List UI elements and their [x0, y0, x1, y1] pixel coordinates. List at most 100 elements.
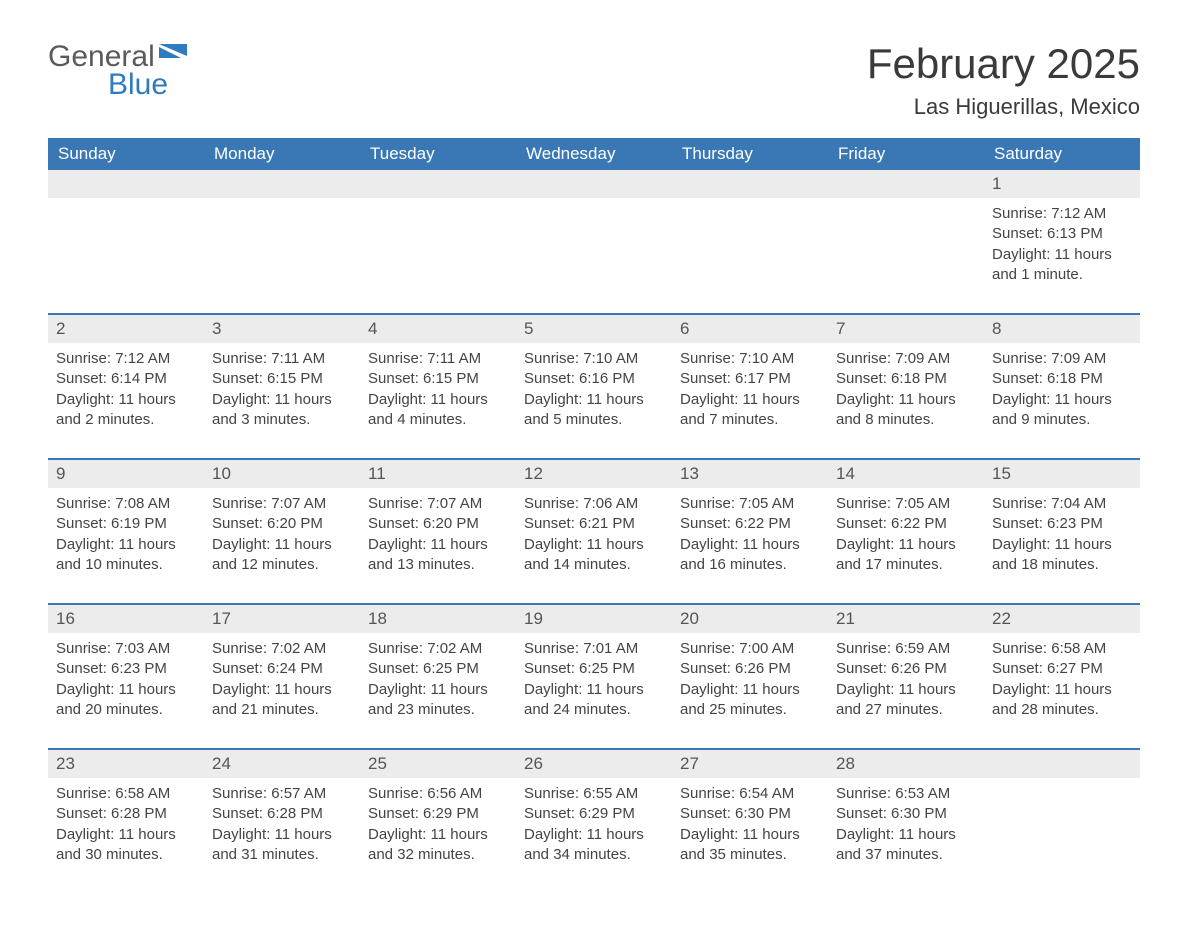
day-number: 2	[48, 314, 204, 343]
dayheader-fri: Friday	[828, 138, 984, 170]
sunset-text: Sunset: 6:18 PM	[836, 369, 976, 389]
daylight-text: Daylight: 11 hours and 13 minutes.	[368, 535, 508, 576]
sunrise-text: Sunrise: 6:54 AM	[680, 784, 820, 804]
dayheader-sun: Sunday	[48, 138, 204, 170]
sunset-text: Sunset: 6:24 PM	[212, 659, 352, 679]
day-number	[672, 170, 828, 198]
sunset-text: Sunset: 6:20 PM	[368, 514, 508, 534]
sunrise-text: Sunrise: 6:58 AM	[56, 784, 196, 804]
sunset-text: Sunset: 6:19 PM	[56, 514, 196, 534]
day-details	[828, 198, 984, 314]
sunset-text: Sunset: 6:13 PM	[992, 224, 1132, 244]
daylight-text: Daylight: 11 hours and 16 minutes.	[680, 535, 820, 576]
sunrise-text: Sunrise: 7:12 AM	[992, 204, 1132, 224]
day-details: Sunrise: 7:07 AMSunset: 6:20 PMDaylight:…	[360, 488, 516, 604]
sunset-text: Sunset: 6:16 PM	[524, 369, 664, 389]
daylight-text: Daylight: 11 hours and 28 minutes.	[992, 680, 1132, 721]
sunset-text: Sunset: 6:28 PM	[212, 804, 352, 824]
day-details: Sunrise: 6:56 AMSunset: 6:29 PMDaylight:…	[360, 778, 516, 893]
daylight-text: Daylight: 11 hours and 3 minutes.	[212, 390, 352, 431]
day-details: Sunrise: 7:00 AMSunset: 6:26 PMDaylight:…	[672, 633, 828, 749]
sunset-text: Sunset: 6:29 PM	[524, 804, 664, 824]
day-number: 26	[516, 749, 672, 778]
daylight-text: Daylight: 11 hours and 5 minutes.	[524, 390, 664, 431]
detail-row: Sunrise: 7:12 AMSunset: 6:13 PMDaylight:…	[48, 198, 1140, 314]
calendar-body: 1Sunrise: 7:12 AMSunset: 6:13 PMDaylight…	[48, 170, 1140, 893]
detail-row: Sunrise: 6:58 AM Sunset: 6:28 PM Daylight:…	[48, 778, 1140, 893]
sunset-text: Sunset: 6:26 PM	[836, 659, 976, 679]
day-details: Sunrise: 7:11 AMSunset: 6:15 PMDaylight:…	[360, 343, 516, 459]
daylight-text: Daylight: 11 hours and 27 minutes.	[836, 680, 976, 721]
daylight-text: Daylight: 11 hours and 25 minutes.	[680, 680, 820, 721]
day-number	[984, 749, 1140, 778]
day-number: 24	[204, 749, 360, 778]
daylight-text: Daylight: 11 hours and 24 minutes.	[524, 680, 664, 721]
sunset-text: Sunset: 6:27 PM	[992, 659, 1132, 679]
sunset-text: Sunset: 6:30 PM	[680, 804, 820, 824]
sunset-text: Sunset: 6:18 PM	[992, 369, 1132, 389]
day-details: Sunrise: 7:09 AMSunset: 6:18 PMDaylight:…	[828, 343, 984, 459]
sunrise-text: Sunrise: 6:57 AM	[212, 784, 352, 804]
daylight-text: Daylight: 11 hours and 7 minutes.	[680, 390, 820, 431]
day-details: Sunrise: 7:11 AMSunset: 6:15 PMDaylight:…	[204, 343, 360, 459]
day-details	[984, 778, 1140, 893]
day-details: Sunrise: 7:12 AMSunset: 6:13 PMDaylight:…	[984, 198, 1140, 314]
sunrise-text: Sunrise: 7:00 AM	[680, 639, 820, 659]
sunrise-text: Sunrise: 6:58 AM	[992, 639, 1132, 659]
sunrise-text: Sunrise: 7:09 AM	[836, 349, 976, 369]
day-number: 7	[828, 314, 984, 343]
day-details	[48, 198, 204, 314]
day-details: Sunrise: 7:05 AMSunset: 6:22 PMDaylight:…	[672, 488, 828, 604]
day-details: Sunrise: 7:04 AMSunset: 6:23 PMDaylight:…	[984, 488, 1140, 604]
daylight-text: Daylight: 11 hours and 4 minutes.	[368, 390, 508, 431]
daylight-text: Daylight: 11 hours and 9 minutes.	[992, 390, 1132, 431]
day-number: 21	[828, 604, 984, 633]
daylight-text: Daylight: 11 hours and 14 minutes.	[524, 535, 664, 576]
day-details: Sunrise: 7:02 AMSunset: 6:24 PMDaylight:…	[204, 633, 360, 749]
sunset-text: Sunset: 6:14 PM	[56, 369, 196, 389]
header: General Blue February 2025 Las Higuerill…	[48, 40, 1140, 120]
detail-row: Sunrise: 7:12 AMSunset: 6:14 PMDaylight:…	[48, 343, 1140, 459]
day-number: 5	[516, 314, 672, 343]
day-number: 22	[984, 604, 1140, 633]
sunset-text: Sunset: 6:21 PM	[524, 514, 664, 534]
dayheader-sat: Saturday	[984, 138, 1140, 170]
day-number	[516, 170, 672, 198]
dayheader-wed: Wednesday	[516, 138, 672, 170]
day-details	[672, 198, 828, 314]
daynum-row: 1	[48, 170, 1140, 198]
day-details: Sunrise: 7:08 AMSunset: 6:19 PMDaylight:…	[48, 488, 204, 604]
day-number: 11	[360, 459, 516, 488]
sunset-text: Sunset: 6:25 PM	[524, 659, 664, 679]
dayheader-thu: Thursday	[672, 138, 828, 170]
day-number: 18	[360, 604, 516, 633]
sunset-text: Sunset: 6:25 PM	[368, 659, 508, 679]
day-number: 9	[48, 459, 204, 488]
daylight-text: Daylight: 11 hours and 30 minutes.	[56, 825, 196, 866]
daynum-row: 2345678	[48, 314, 1140, 343]
day-number: 13	[672, 459, 828, 488]
day-details: Sunrise: 6:59 AMSunset: 6:26 PMDaylight:…	[828, 633, 984, 749]
day-details: Sunrise: 7:02 AMSunset: 6:25 PMDaylight:…	[360, 633, 516, 749]
day-details: Sunrise: 6:55 AMSunset: 6:29 PMDaylight:…	[516, 778, 672, 893]
daylight-text: Daylight: 11 hours and 10 minutes.	[56, 535, 196, 576]
day-details: Sunrise: 7:10 AMSunset: 6:16 PMDaylight:…	[516, 343, 672, 459]
day-number: 12	[516, 459, 672, 488]
daylight-text: Daylight: 11 hours and 12 minutes.	[212, 535, 352, 576]
daylight-text: Daylight: 11 hours and 21 minutes.	[212, 680, 352, 721]
sunrise-text: Sunrise: 7:01 AM	[524, 639, 664, 659]
sunrise-text: Sunrise: 7:05 AM	[836, 494, 976, 514]
sunset-text: Sunset: 6:22 PM	[836, 514, 976, 534]
daylight-text: Daylight: 11 hours and 18 minutes.	[992, 535, 1132, 576]
day-number: 20	[672, 604, 828, 633]
daylight-text: Daylight: 11 hours and 32 minutes.	[368, 825, 508, 866]
daylight-text: Daylight: 11 hours and 20 minutes.	[56, 680, 196, 721]
month-title: February 2025	[867, 40, 1140, 88]
day-details: Sunrise: 6:58 AMSunset: 6:27 PMDaylight:…	[984, 633, 1140, 749]
day-number: 3	[204, 314, 360, 343]
logo: General Blue	[48, 40, 187, 102]
daylight-text: Daylight: 11 hours and 2 minutes.	[56, 390, 196, 431]
sunrise-text: Sunrise: 7:11 AM	[368, 349, 508, 369]
day-details: Sunrise: 7:12 AMSunset: 6:14 PMDaylight:…	[48, 343, 204, 459]
day-details: Sunrise: 7:09 AMSunset: 6:18 PMDaylight:…	[984, 343, 1140, 459]
